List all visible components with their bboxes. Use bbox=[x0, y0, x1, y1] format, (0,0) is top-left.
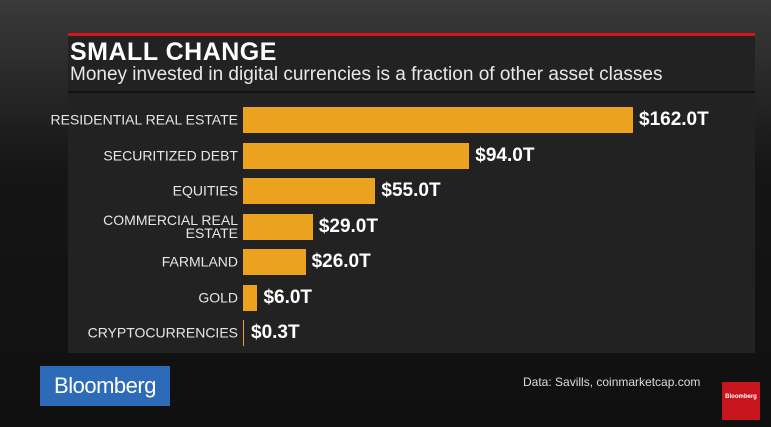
bar bbox=[243, 178, 376, 204]
category-label: COMMERCIAL REAL ESTATE bbox=[103, 211, 238, 241]
value-label: $26.0T bbox=[311, 251, 371, 272]
category-label: RESIDENTIAL REAL ESTATE bbox=[50, 111, 239, 128]
chart-title: SMALL CHANGE bbox=[70, 38, 277, 66]
bar bbox=[243, 284, 258, 311]
divider bbox=[68, 91, 755, 93]
brand-badge: Bloomberg bbox=[722, 382, 760, 420]
value-label: $6.0T bbox=[263, 286, 313, 308]
bar bbox=[243, 142, 470, 169]
value-label: $162.0T bbox=[639, 109, 709, 130]
bar bbox=[243, 249, 306, 275]
category-label: SECURITIZED DEBT bbox=[103, 147, 238, 163]
bar bbox=[243, 213, 313, 240]
category-label: GOLD bbox=[198, 289, 238, 305]
category-label: CRYPTOCURRENCIES bbox=[87, 324, 238, 341]
value-label: $0.3T bbox=[251, 322, 300, 343]
value-label: $29.0T bbox=[318, 215, 378, 237]
brand-logo: Bloomberg bbox=[40, 366, 170, 406]
chart-subtitle: Money invested in digital currencies is … bbox=[70, 64, 663, 85]
bar bbox=[243, 107, 633, 133]
chart-panel bbox=[68, 33, 755, 353]
bar bbox=[243, 320, 244, 346]
value-label: $55.0T bbox=[381, 180, 441, 201]
source-note: Data: Savills, coinmarketcap.com bbox=[523, 375, 701, 389]
category-label: FARMLAND bbox=[161, 253, 238, 270]
category-label: EQUITIES bbox=[172, 182, 238, 199]
value-label: $94.0T bbox=[475, 144, 535, 166]
